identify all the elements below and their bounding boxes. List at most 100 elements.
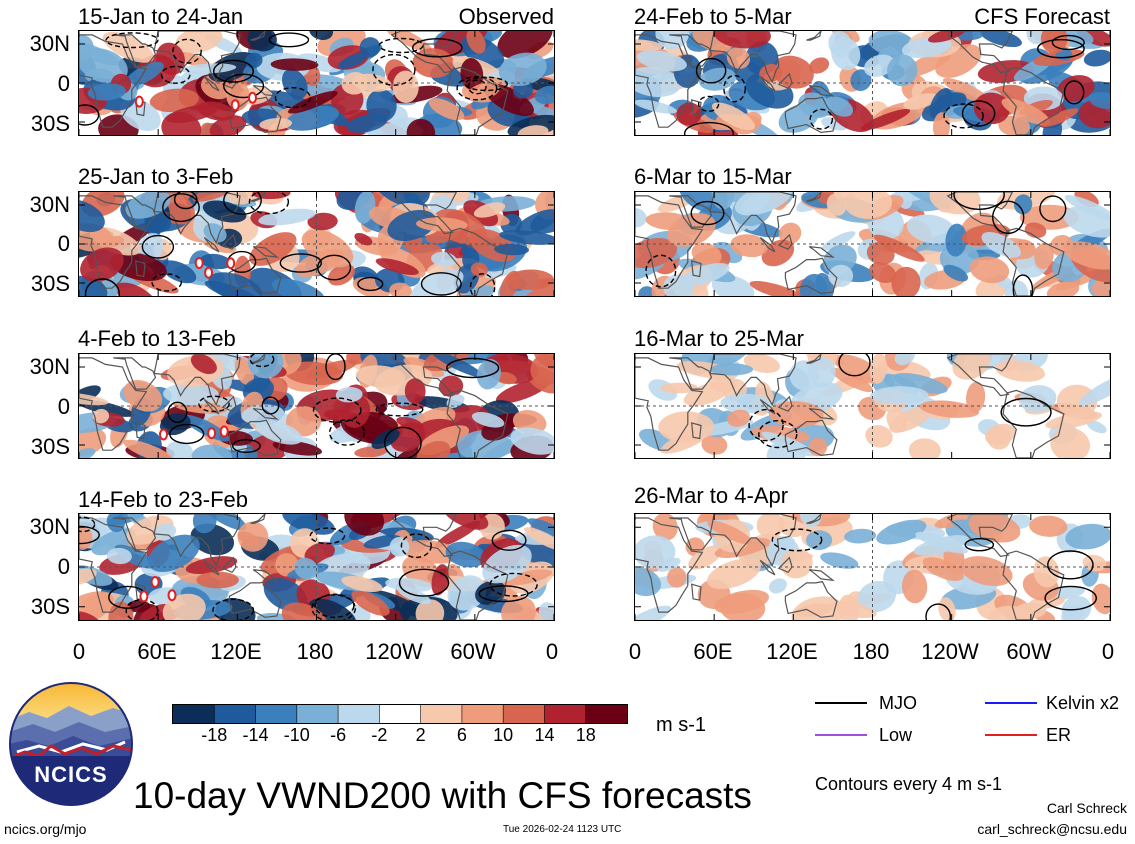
anomaly-patch bbox=[351, 590, 390, 616]
coastline bbox=[390, 31, 458, 74]
colorbar-units: m s-1 bbox=[656, 714, 706, 736]
mjo-contour bbox=[279, 253, 323, 273]
mjo-contour bbox=[378, 37, 424, 54]
coastline bbox=[808, 569, 835, 582]
footer-site-link[interactable]: ncics.org/mjo bbox=[4, 821, 87, 837]
anomaly-patch bbox=[460, 58, 484, 91]
footer-timestamp: Tue 2026-02-24 1123 UTC bbox=[503, 824, 622, 835]
coastline bbox=[709, 31, 797, 84]
anomaly-patch bbox=[1083, 49, 1110, 67]
colorbar bbox=[172, 704, 628, 724]
coastline bbox=[806, 514, 822, 524]
anomaly-patch bbox=[1057, 75, 1095, 102]
anomaly-patch bbox=[869, 354, 888, 384]
mjo-contour bbox=[758, 419, 798, 449]
colorbar-tick-label: 6 bbox=[456, 725, 467, 745]
anomaly-patch bbox=[831, 37, 861, 71]
footer-email[interactable]: carl_schreck@ncsu.edu bbox=[977, 821, 1127, 837]
coastline bbox=[153, 514, 241, 568]
anomaly-patch bbox=[768, 578, 787, 594]
forecast-label: CFS Forecast bbox=[974, 4, 1110, 29]
anomaly-patch bbox=[247, 354, 284, 379]
anomaly-patch bbox=[241, 404, 285, 425]
x-tick-label: 0 bbox=[545, 639, 559, 664]
coastline bbox=[759, 399, 776, 415]
y-tick-label: 30S bbox=[30, 434, 70, 459]
coastline bbox=[784, 257, 838, 295]
coastline bbox=[1002, 550, 1065, 620]
anomaly-patch bbox=[401, 540, 461, 564]
coastline bbox=[79, 517, 148, 613]
anomaly-patch bbox=[161, 260, 197, 284]
er-contour bbox=[134, 95, 144, 108]
mjo-contour bbox=[1044, 585, 1098, 611]
coastline bbox=[635, 517, 704, 613]
mjo-contour bbox=[446, 357, 500, 379]
coastline bbox=[806, 31, 822, 41]
anomaly-patch bbox=[887, 54, 918, 87]
anomaly-patch bbox=[929, 192, 981, 215]
colorbar-swatches bbox=[173, 705, 628, 723]
coastline bbox=[806, 354, 822, 364]
coastline bbox=[113, 357, 157, 390]
anomaly-patch bbox=[913, 535, 969, 556]
mjo-contour bbox=[953, 192, 1005, 210]
anomaly-patch bbox=[249, 232, 297, 266]
coastline bbox=[153, 31, 241, 84]
coastline bbox=[946, 192, 1014, 235]
colorbar-tick-label: -14 bbox=[242, 725, 269, 745]
mjo-contour bbox=[141, 234, 175, 259]
ncics-logo-graphic bbox=[9, 682, 133, 806]
anomaly-patch bbox=[237, 521, 269, 552]
mjo-contour bbox=[160, 65, 191, 84]
colorbar-tick-label: 10 bbox=[493, 725, 514, 745]
anomaly-patch bbox=[995, 360, 1045, 382]
coastline bbox=[390, 514, 458, 558]
anomaly-patch bbox=[761, 239, 795, 267]
mjo-contour bbox=[411, 38, 463, 58]
y-tick-label: 0 bbox=[57, 554, 70, 579]
anomaly-patch bbox=[891, 266, 921, 296]
anomaly-patch bbox=[1045, 411, 1102, 429]
y-tick-label: 30S bbox=[30, 111, 70, 136]
ncics-logo[interactable]: NCICS bbox=[9, 682, 133, 806]
anomaly-patch bbox=[166, 441, 194, 458]
coastline bbox=[669, 357, 713, 390]
anomaly-patch bbox=[707, 520, 753, 545]
anomaly-patch bbox=[208, 272, 263, 296]
coastline bbox=[691, 99, 702, 117]
anomaly-patch bbox=[247, 31, 277, 52]
anomaly-patch bbox=[1091, 583, 1110, 615]
coastline bbox=[946, 514, 1014, 558]
coastline bbox=[635, 195, 704, 289]
anomaly-patch bbox=[252, 192, 291, 200]
mjo-contour bbox=[274, 86, 311, 109]
colorbar-swatch bbox=[461, 705, 504, 723]
anomaly-patch bbox=[515, 209, 554, 236]
coastline bbox=[153, 354, 241, 407]
anomaly-patch bbox=[989, 605, 1032, 620]
mjo-contour bbox=[248, 192, 290, 215]
coastline bbox=[113, 195, 157, 228]
anomaly-patch bbox=[980, 31, 1022, 48]
coastline bbox=[390, 354, 458, 397]
anomaly-patch bbox=[384, 31, 433, 53]
anomaly-patch bbox=[196, 571, 239, 589]
mjo-contour bbox=[249, 354, 275, 368]
contour-interval-note: Contours every 4 m s-1 bbox=[815, 774, 1003, 794]
anomaly-patch bbox=[1046, 281, 1080, 296]
mjo-contour bbox=[489, 572, 538, 597]
footer-author: Carl Schreck bbox=[1046, 800, 1127, 816]
anomaly-patch bbox=[354, 446, 388, 458]
anomaly-patch bbox=[1079, 374, 1110, 406]
anomaly-patch bbox=[869, 262, 897, 284]
anomaly-patch bbox=[197, 101, 235, 121]
anomaly-patch bbox=[826, 193, 847, 216]
x-tick-label: 60E bbox=[137, 639, 177, 664]
coastline bbox=[250, 31, 266, 41]
anomaly-patch bbox=[79, 275, 108, 296]
panel-title-fc-3: 16-Mar to 25-Mar bbox=[634, 326, 804, 351]
anomaly-patch bbox=[894, 354, 915, 366]
anomaly-patch bbox=[416, 440, 451, 458]
colorbar-swatch bbox=[296, 705, 339, 723]
